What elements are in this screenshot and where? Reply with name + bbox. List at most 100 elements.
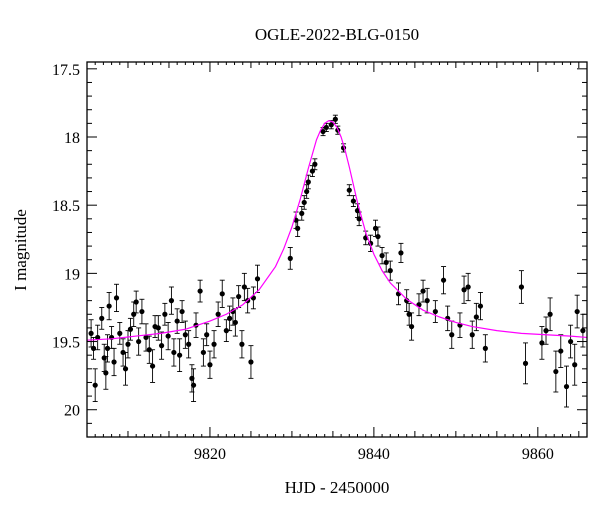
point-marker bbox=[440, 277, 447, 283]
data-point bbox=[250, 286, 256, 310]
point-marker bbox=[424, 298, 430, 304]
data-point bbox=[356, 211, 362, 227]
y-tick-label: 19.5 bbox=[52, 335, 80, 352]
data-point bbox=[346, 184, 352, 197]
data-point bbox=[543, 316, 549, 345]
data-point bbox=[305, 174, 311, 190]
data-point bbox=[404, 289, 410, 312]
data-point bbox=[572, 343, 578, 386]
point-marker bbox=[125, 341, 131, 347]
point-marker bbox=[179, 308, 185, 315]
data-point bbox=[146, 335, 152, 364]
point-marker bbox=[186, 341, 192, 347]
data-point bbox=[465, 272, 471, 302]
data-point bbox=[379, 247, 385, 265]
data-point bbox=[139, 298, 145, 325]
data-point bbox=[241, 272, 247, 302]
point-marker bbox=[320, 128, 326, 135]
data-point bbox=[568, 324, 574, 359]
data-point bbox=[200, 338, 206, 367]
point-marker bbox=[190, 382, 197, 388]
data-point bbox=[168, 286, 175, 315]
point-marker bbox=[350, 198, 356, 204]
y-tick-label: 19 bbox=[64, 266, 80, 283]
point-marker bbox=[162, 311, 168, 317]
point-marker bbox=[312, 161, 318, 167]
data-point bbox=[287, 247, 293, 270]
data-point bbox=[165, 322, 171, 351]
point-marker bbox=[113, 295, 120, 301]
data-point bbox=[133, 290, 139, 314]
point-marker bbox=[171, 349, 177, 356]
data-point bbox=[113, 283, 120, 312]
point-marker bbox=[200, 349, 206, 356]
point-marker bbox=[106, 303, 112, 309]
data-point bbox=[420, 279, 426, 303]
plot-frame bbox=[86, 61, 588, 438]
point-marker bbox=[131, 311, 137, 317]
point-marker bbox=[223, 328, 229, 334]
point-marker bbox=[299, 210, 305, 216]
data-point bbox=[539, 326, 545, 360]
point-marker bbox=[177, 352, 183, 358]
point-marker bbox=[539, 340, 545, 346]
data-point bbox=[375, 226, 381, 247]
data-point bbox=[106, 292, 112, 321]
data-point bbox=[236, 285, 242, 308]
data-point bbox=[190, 368, 197, 402]
data-point bbox=[92, 368, 98, 402]
point-marker bbox=[558, 348, 564, 354]
point-marker bbox=[254, 276, 261, 282]
data-point bbox=[171, 338, 177, 367]
point-marker bbox=[149, 363, 156, 369]
x-tick-label: 9820 bbox=[194, 446, 226, 463]
point-marker bbox=[346, 187, 352, 193]
data-point bbox=[580, 313, 586, 348]
data-point bbox=[143, 323, 149, 352]
data-point bbox=[563, 365, 570, 408]
point-marker bbox=[328, 122, 334, 128]
point-marker bbox=[117, 330, 123, 336]
data-point bbox=[574, 294, 580, 329]
point-marker bbox=[469, 332, 475, 338]
data-point bbox=[182, 320, 188, 349]
point-marker bbox=[207, 362, 213, 368]
point-marker bbox=[158, 343, 165, 349]
data-point bbox=[177, 338, 183, 372]
data-point bbox=[254, 264, 261, 293]
y-tick-label: 20 bbox=[64, 403, 80, 420]
point-marker bbox=[232, 319, 238, 326]
point-marker bbox=[574, 308, 580, 315]
data-point bbox=[387, 260, 393, 281]
point-marker bbox=[139, 308, 145, 315]
point-marker bbox=[473, 314, 479, 320]
point-marker bbox=[323, 124, 329, 131]
data-point bbox=[482, 334, 488, 363]
data-point bbox=[223, 319, 229, 342]
point-marker bbox=[182, 332, 188, 338]
point-marker bbox=[461, 287, 467, 293]
data-point bbox=[332, 114, 338, 124]
point-marker bbox=[165, 333, 171, 339]
point-marker bbox=[404, 298, 410, 304]
y-axis-label: I magnitude bbox=[11, 209, 30, 291]
data-point bbox=[449, 320, 455, 349]
data-point bbox=[108, 326, 115, 349]
data-point bbox=[215, 301, 221, 327]
data-point bbox=[299, 206, 305, 221]
data-point bbox=[248, 345, 254, 379]
point-marker bbox=[136, 338, 142, 345]
point-marker bbox=[304, 188, 310, 195]
data-point bbox=[149, 349, 156, 383]
data-point bbox=[304, 184, 310, 199]
point-marker bbox=[99, 315, 105, 321]
y-tick-label: 17.5 bbox=[52, 62, 80, 79]
point-marker bbox=[372, 225, 379, 231]
point-marker bbox=[398, 250, 404, 256]
point-marker bbox=[287, 255, 293, 261]
point-marker bbox=[572, 362, 578, 368]
data-point bbox=[158, 331, 165, 360]
point-marker bbox=[543, 328, 549, 334]
point-marker bbox=[406, 311, 412, 317]
